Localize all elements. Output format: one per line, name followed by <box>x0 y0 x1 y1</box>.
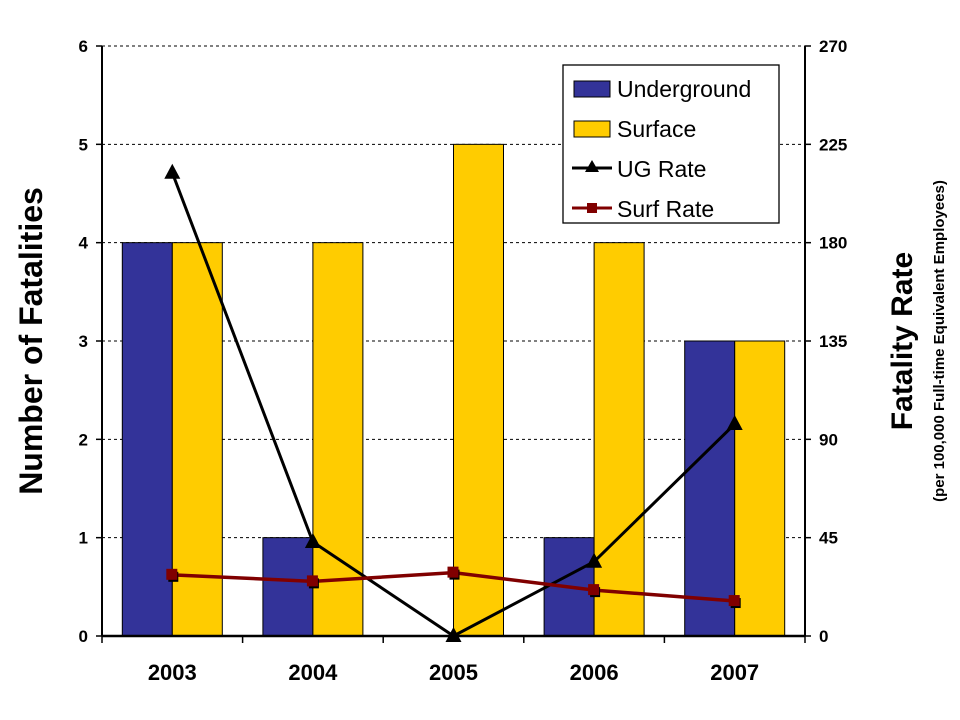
bar-surface-2003 <box>171 242 223 637</box>
y-tick-label: 0 <box>79 627 88 646</box>
bar-underground-2007 <box>684 340 736 637</box>
x-tick-label: 2003 <box>148 660 197 685</box>
ug-rate-point-2005 <box>445 627 462 642</box>
surf-rate-point-2004 <box>306 575 318 587</box>
x-tick-label: 2005 <box>429 660 478 685</box>
y-tick-label: 3 <box>79 332 88 351</box>
y2-tick-label: 45 <box>819 529 838 548</box>
y2-tick-label: 225 <box>819 135 847 154</box>
ug-rate-point-2004 <box>304 533 321 549</box>
legend-label: Underground <box>617 76 751 102</box>
surf-rate-point-2005 <box>447 566 459 578</box>
legend-square-marker <box>587 203 597 213</box>
bar-surface-2006 <box>593 242 645 637</box>
y-tick-label: 4 <box>79 234 89 253</box>
ug-rate-point-2007 <box>726 415 743 431</box>
legend-label: UG Rate <box>617 156 706 182</box>
x-tick-label: 2006 <box>570 660 619 685</box>
y2-axis-subtitle: (per 100,000 Full-time Equivalent Employ… <box>931 180 948 502</box>
legend-swatch-underground <box>573 80 611 98</box>
y2-tick-label: 0 <box>819 627 828 646</box>
y-tick-label: 1 <box>79 529 88 548</box>
y2-tick-label: 90 <box>819 430 838 449</box>
legend: Underground Surface UG Rate Surf Rate <box>562 64 780 224</box>
x-tick-label: 2007 <box>710 660 759 685</box>
bar-surface-2007 <box>734 340 786 637</box>
x-tick-label: 2004 <box>288 660 338 685</box>
y-axis-title: Number of Fatalities <box>13 187 49 495</box>
legend-triangle-marker <box>585 160 599 172</box>
bars <box>121 143 786 637</box>
y2-tick-label: 135 <box>819 332 847 351</box>
surf-rate-point-2003 <box>166 568 178 580</box>
surf-rate-point-2006 <box>588 584 600 596</box>
legend-swatch-surface <box>573 120 611 138</box>
y2-tick-label: 180 <box>819 234 847 253</box>
y2-axis-title: Fatality Rate <box>886 252 919 430</box>
legend-label: Surf Rate <box>617 196 714 222</box>
y-tick-label: 2 <box>79 430 88 449</box>
y2-tick-label: 270 <box>819 37 847 56</box>
ug-rate-point-2006 <box>586 552 603 568</box>
y-tick-label: 5 <box>79 135 88 154</box>
bar-surface-2005 <box>453 143 504 637</box>
bar-underground-2003 <box>121 242 173 637</box>
surf-rate-point-2007 <box>728 595 740 607</box>
bar-underground-2004 <box>262 537 314 637</box>
ug-rate-point-2003 <box>164 163 181 179</box>
legend-label: Surface <box>617 116 696 142</box>
y-tick-label: 6 <box>79 37 88 56</box>
